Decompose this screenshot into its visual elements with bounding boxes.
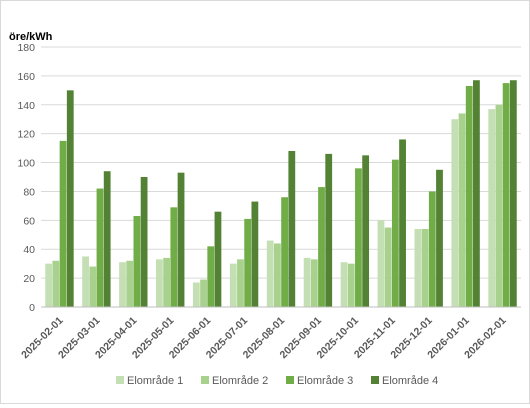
y-tick-label: 140 (17, 100, 35, 112)
bar-2-2025-08-01 (274, 243, 281, 307)
bar-1-2025-04-01 (119, 262, 126, 307)
bar-4-2025-05-01 (177, 172, 185, 307)
bar-1-2025-02-01 (45, 263, 53, 307)
bar-4-2025-08-01 (288, 151, 296, 307)
bar-1-2025-12-01 (414, 229, 422, 307)
bar-2-2025-02-01 (52, 260, 60, 307)
bar-1-2026-01-01 (451, 119, 459, 307)
bar-4-2025-02-01 (66, 90, 74, 307)
legend-label: Elområde 1 (127, 375, 183, 387)
bar-2-2025-05-01 (163, 257, 171, 307)
legend-swatch (371, 376, 379, 384)
y-tick-label: 20 (23, 273, 35, 285)
bar-4-2025-09-01 (325, 153, 333, 307)
y-tick-label: 40 (23, 244, 35, 256)
bar-3-2025-12-01 (428, 191, 436, 307)
y-tick-label: 80 (23, 186, 35, 198)
legend-label: Elområde 4 (382, 375, 438, 387)
bar-1-2025-05-01 (156, 259, 163, 307)
bars (45, 80, 517, 308)
bar-4-2025-11-01 (399, 139, 406, 307)
bar-3-2025-11-01 (391, 159, 399, 307)
bar-4-2025-12-01 (436, 169, 443, 307)
bar-1-2025-09-01 (303, 257, 311, 307)
y-tick-label: 160 (17, 71, 35, 83)
y-tick-label: 120 (17, 129, 35, 141)
bar-3-2025-09-01 (318, 187, 325, 307)
bar-3-2026-01-01 (465, 86, 473, 307)
bar-2-2025-06-01 (200, 279, 207, 307)
bar-4-2025-04-01 (140, 177, 148, 307)
bar-3-2025-10-01 (355, 168, 362, 307)
bar-3-2026-02-01 (502, 83, 510, 307)
bar-2-2025-09-01 (310, 259, 318, 307)
bar-1-2025-06-01 (192, 282, 200, 307)
gridlines (41, 46, 521, 279)
bar-2-2025-12-01 (421, 229, 429, 307)
bar-2-2025-07-01 (237, 259, 244, 307)
bar-2-2025-10-01 (347, 263, 355, 307)
legend: Elområde 1 Elområde 2 Elområde 3 Elområde 4 (116, 375, 438, 387)
y-tick-label: 60 (23, 215, 35, 227)
bar-4-2025-06-01 (214, 211, 222, 307)
bar-1-2025-03-01 (82, 256, 89, 307)
y-axis-label: öre/kWh (9, 31, 53, 43)
legend-swatch (201, 376, 209, 384)
bar-2-2025-04-01 (126, 260, 134, 307)
bar-1-2026-02-01 (488, 109, 496, 307)
bar-4-2025-10-01 (362, 155, 370, 307)
legend-swatch (116, 376, 124, 384)
bar-4-2025-07-01 (251, 201, 259, 307)
bar-3-2025-08-01 (281, 197, 288, 307)
y-tick-label: 100 (17, 158, 35, 170)
bar-2-2026-02-01 (495, 104, 503, 308)
bar-4-2025-03-01 (103, 171, 111, 307)
bar-3-2025-06-01 (207, 246, 215, 307)
bar-3-2025-04-01 (133, 216, 141, 307)
y-tick-labels: 0 20 40 60 80 100 120 140 160 180 (17, 42, 35, 314)
bar-1-2025-11-01 (377, 220, 385, 307)
bar-3-2025-07-01 (244, 218, 252, 307)
bar-3-2025-05-01 (170, 207, 178, 307)
bar-4-2026-02-01 (509, 80, 517, 307)
bar-3-2025-03-01 (96, 188, 104, 307)
bar-3-2025-02-01 (59, 140, 67, 307)
bar-1-2025-07-01 (229, 263, 237, 307)
y-tick-label: 180 (17, 42, 35, 54)
bar-2-2026-01-01 (458, 113, 466, 307)
legend-label: Elområde 2 (212, 375, 268, 387)
bar-1-2025-08-01 (266, 240, 274, 307)
y-tick-label: 0 (29, 302, 35, 314)
bar-2-2025-03-01 (89, 266, 97, 307)
bar-1-2025-10-01 (340, 262, 348, 307)
legend-swatch (286, 376, 294, 384)
x-tick-labels: 2025-02-012025-03-012025-04-012025-05-01… (19, 315, 509, 362)
bar-2-2025-11-01 (384, 227, 392, 307)
legend-label: Elområde 3 (297, 375, 353, 387)
bar-4-2026-01-01 (473, 80, 480, 307)
